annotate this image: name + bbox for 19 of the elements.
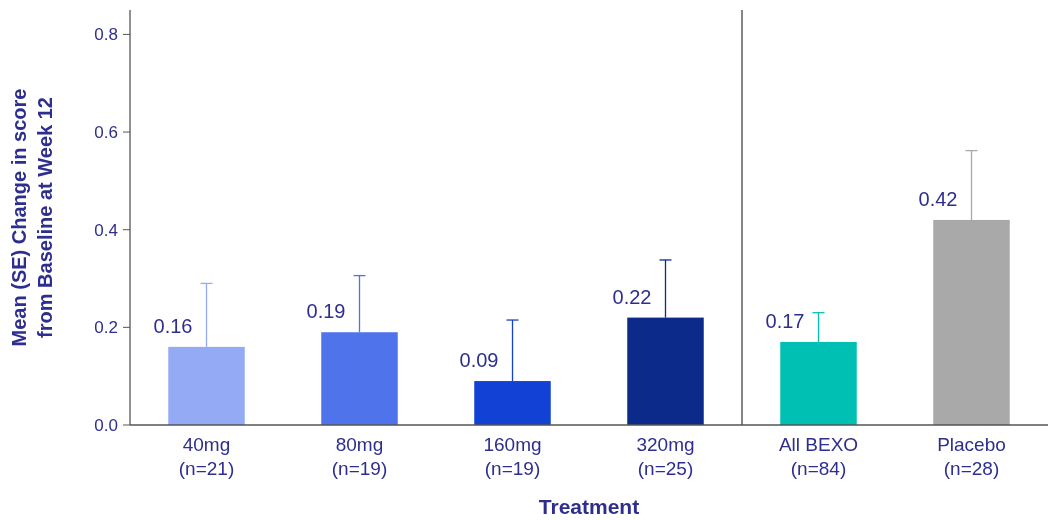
- data-label: 0.17: [765, 310, 805, 332]
- y-axis-title: Mean (SE) Change in score from Baseline at Week 12: [8, 88, 56, 347]
- data-label: 0.09: [459, 349, 499, 372]
- x-tick-label: 40mg (n=21): [178, 434, 235, 479]
- y-tick-label: 0.0: [94, 415, 118, 435]
- x-tick-label: Placebo (n=28): [937, 434, 1006, 479]
- x-axis-title: Treatment: [538, 495, 640, 518]
- y-tick-label: 0.2: [94, 318, 118, 338]
- x-tick-label: 320mg (n=25): [636, 434, 695, 479]
- x-tick-label: All BEXO (n=84): [778, 434, 859, 479]
- data-label: 0.19: [306, 300, 346, 323]
- data-label: 0.42: [918, 187, 958, 210]
- y-tick-label: 0.8: [94, 25, 118, 45]
- y-tick-label: 0.4: [94, 220, 118, 240]
- x-tick-label: 160mg (n=19): [483, 434, 542, 479]
- y-tick-label: 0.6: [94, 123, 118, 143]
- data-label: 0.22: [612, 285, 652, 308]
- x-tick-label: 80mg (n=19): [331, 434, 388, 479]
- data-label: 0.16: [153, 314, 193, 337]
